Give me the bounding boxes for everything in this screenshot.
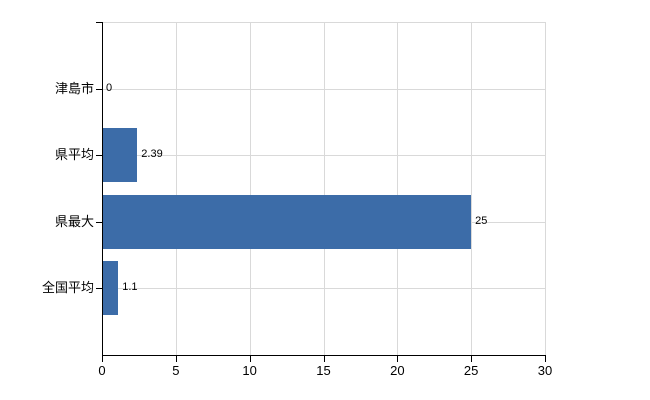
y-axis-tick	[96, 221, 102, 223]
value-label: 0	[106, 81, 113, 94]
y-axis-tick	[96, 88, 102, 90]
x-axis-tick	[102, 356, 103, 362]
x-tick-label: 10	[242, 363, 257, 378]
x-axis-tick	[175, 356, 177, 362]
bar	[103, 194, 472, 249]
v-gridline	[397, 22, 399, 355]
bar	[103, 261, 119, 316]
value-label: 2.39	[141, 148, 163, 161]
category-label: 県最大	[54, 213, 94, 229]
x-tick-label: 0	[98, 363, 106, 378]
x-axis-tick	[545, 356, 546, 362]
value-label: 25	[475, 214, 488, 227]
x-axis-tick	[471, 356, 473, 362]
bar	[103, 128, 138, 183]
category-label: 津島市	[54, 80, 94, 96]
x-tick-label: 25	[463, 363, 479, 378]
category-label: 県平均	[54, 147, 94, 163]
x-axis-line	[102, 355, 546, 356]
x-tick-label: 20	[390, 363, 405, 378]
v-gridline	[249, 22, 251, 355]
category-label: 全国平均	[41, 280, 94, 296]
v-gridline	[175, 22, 177, 355]
value-label: 1.1	[122, 281, 138, 294]
y-axis-tick	[96, 288, 102, 290]
v-gridline	[545, 22, 546, 355]
y-axis-tick	[96, 155, 102, 157]
v-gridline	[323, 22, 325, 355]
x-axis-tick	[249, 356, 251, 362]
x-tick-label: 5	[172, 363, 180, 378]
v-gridline	[471, 22, 473, 355]
x-tick-label: 30	[537, 363, 553, 378]
x-axis-tick	[397, 356, 399, 362]
y-axis-tick	[96, 22, 102, 23]
x-axis-tick	[323, 356, 325, 362]
x-tick-label: 15	[316, 363, 331, 378]
y-axis-line	[102, 22, 103, 356]
